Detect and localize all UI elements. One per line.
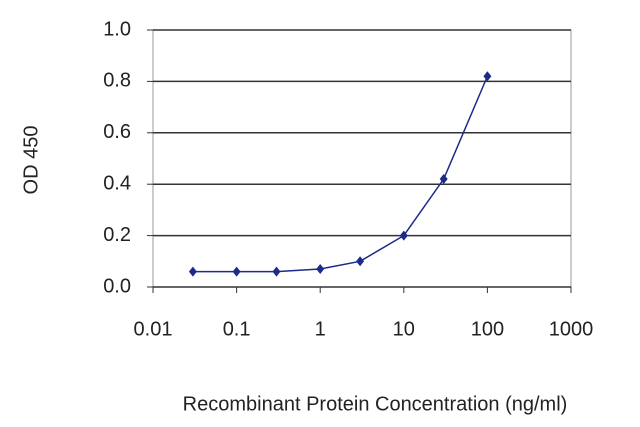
point xyxy=(232,266,241,277)
series-line xyxy=(192,75,489,273)
point xyxy=(439,174,448,185)
x-tick-label: 0.1 xyxy=(223,318,251,340)
point xyxy=(356,256,365,267)
point xyxy=(316,264,325,275)
x-tick-label: 10 xyxy=(393,318,415,340)
y-tick-label: 0.0 xyxy=(103,275,131,297)
plot-area xyxy=(152,29,572,288)
y-tick-label: 0.4 xyxy=(103,172,131,194)
x-tick-label: 100 xyxy=(471,318,504,340)
y-tick-label: 0.8 xyxy=(103,70,131,92)
point xyxy=(483,71,492,82)
x-tick-label: 1000 xyxy=(549,318,594,340)
x-tick-label: 0.01 xyxy=(134,318,173,340)
y-tick-label: 1.0 xyxy=(103,18,131,40)
point xyxy=(399,230,408,241)
point xyxy=(272,266,281,277)
point xyxy=(188,266,197,277)
x-tick-label: 1 xyxy=(315,318,326,340)
y-tick-label: 0.6 xyxy=(103,121,131,143)
x-axis-label: Recombinant Protein Concentration (ng/ml… xyxy=(183,393,568,415)
y-tick-label: 0.2 xyxy=(103,224,131,246)
y-axis-label: OD 450 xyxy=(20,126,42,195)
